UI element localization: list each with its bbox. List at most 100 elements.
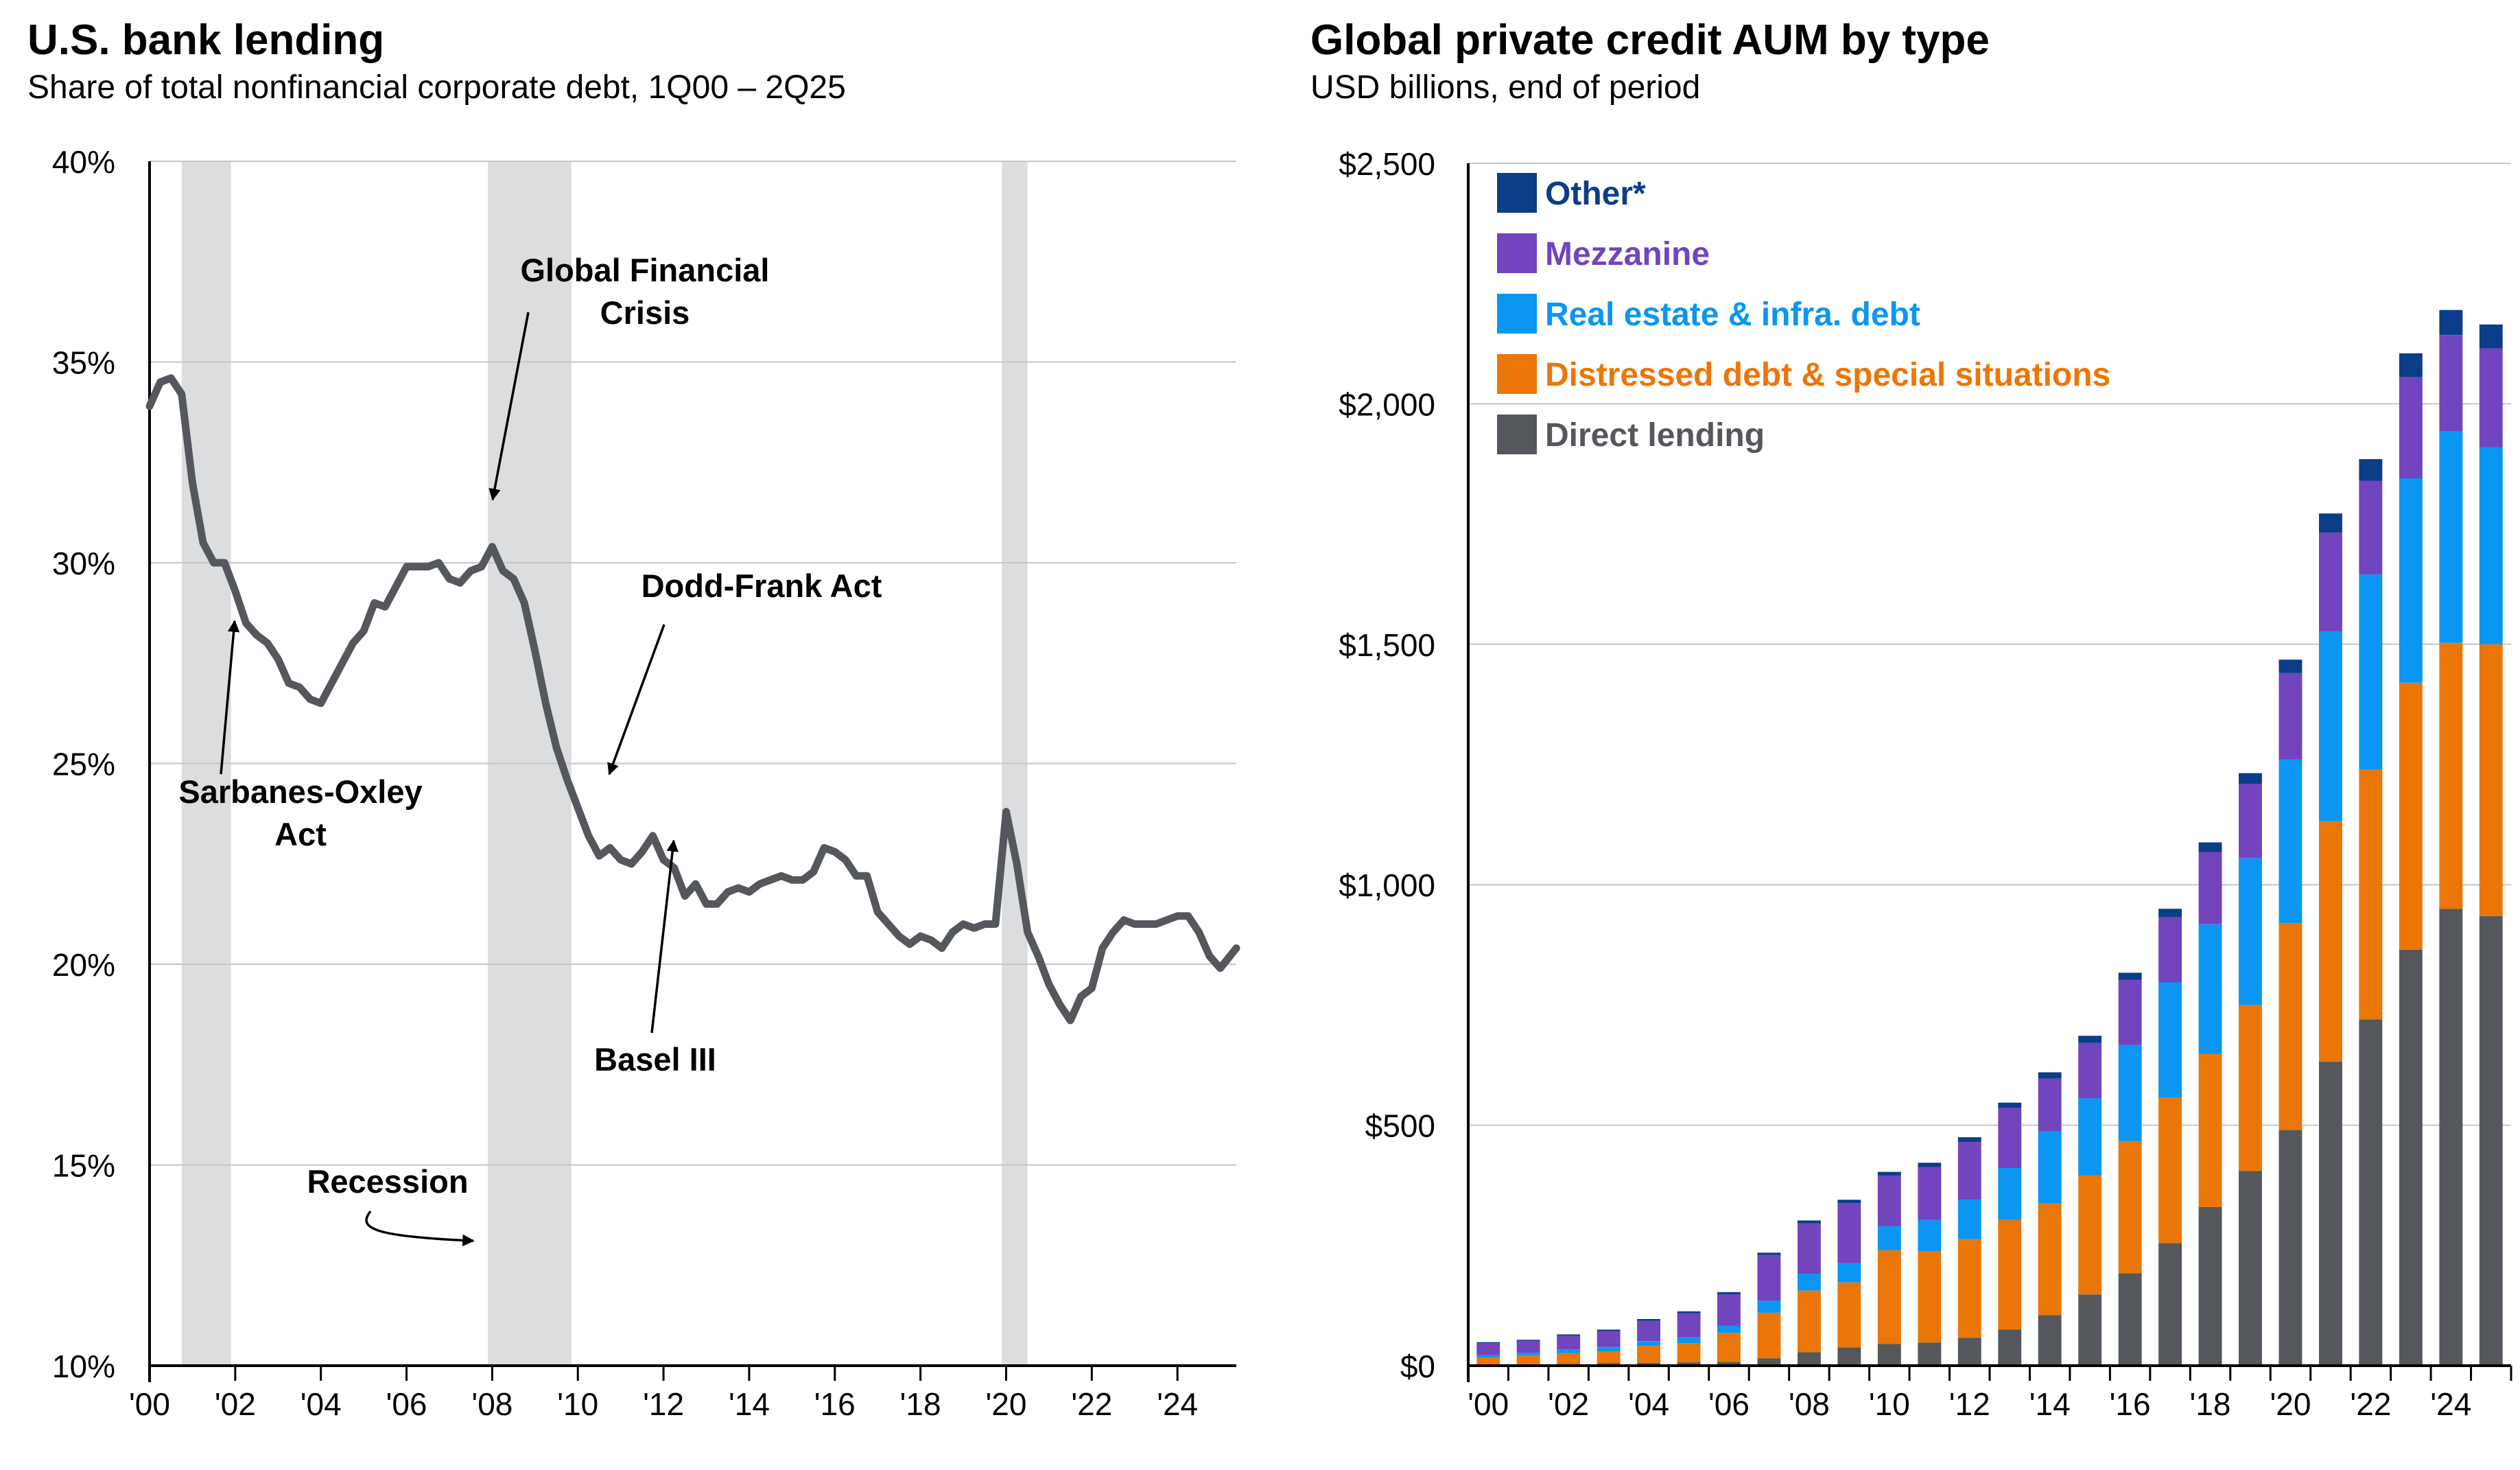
bar-segment-other	[1757, 1252, 1781, 1255]
bar-segment-mezzanine	[1957, 1142, 1981, 1200]
bar-segment-other	[2359, 459, 2383, 481]
bar-segment-distressed-debt-special-situations	[2439, 642, 2463, 909]
bar-segment-distressed-debt-special-situations	[1516, 1355, 1540, 1364]
bar-segment-mezzanine	[1597, 1331, 1621, 1347]
bar-segment-distressed-debt-special-situations	[2278, 923, 2303, 1130]
bar-segment-real-estate-infra-debt	[2319, 631, 2342, 821]
bar-segment-mezzanine	[1637, 1320, 1660, 1342]
bar-segment-mezzanine	[2198, 852, 2222, 924]
y-tick-label: 40%	[52, 144, 115, 180]
left-chart-title: U.S. bank lending	[27, 16, 385, 64]
bar-segment-direct-lending	[2319, 1062, 2342, 1366]
x-tick-label: '00	[1468, 1386, 1509, 1422]
bar-segment-mezzanine	[2359, 480, 2383, 575]
bar-segment-other	[2239, 773, 2262, 784]
bar-segment-real-estate-infra-debt	[1677, 1337, 1701, 1344]
bar-segment-mezzanine	[1877, 1176, 1901, 1226]
bar-segment-real-estate-infra-debt	[2078, 1098, 2102, 1176]
legend-swatch	[1497, 354, 1537, 394]
legend-label: Direct lending	[1545, 417, 1765, 454]
legend-swatch	[1497, 294, 1537, 334]
bar-segment-real-estate-infra-debt	[2278, 760, 2303, 924]
x-tick-label: '14	[2029, 1386, 2071, 1422]
bar-segment-mezzanine	[1476, 1343, 1500, 1355]
annotation-dodd-frank-act: Dodd-Frank Act	[641, 568, 882, 604]
bar-segment-other	[2439, 310, 2463, 336]
bar-segment-other	[2399, 353, 2423, 377]
x-tick-label: '20	[2270, 1386, 2311, 1422]
x-tick-label: '14	[729, 1386, 770, 1422]
bar-segment-real-estate-infra-debt	[2158, 982, 2182, 1098]
bar-segment-distressed-debt-special-situations	[1957, 1239, 1981, 1338]
bar-segment-distressed-debt-special-situations	[1998, 1220, 2022, 1330]
x-tick-label: '04	[301, 1386, 342, 1422]
bar-segment-real-estate-infra-debt	[1717, 1325, 1741, 1333]
bar-segment-real-estate-infra-debt	[1757, 1300, 1781, 1313]
legend-label: Real estate & infra. debt	[1545, 296, 1920, 333]
bar-segment-mezzanine	[1798, 1223, 1821, 1274]
bar-segment-mezzanine	[1757, 1255, 1781, 1301]
x-tick-label: '22	[1071, 1386, 1112, 1422]
bar-segment-distressed-debt-special-situations	[1476, 1357, 1500, 1365]
bar-segment-distressed-debt-special-situations	[2118, 1141, 2142, 1274]
annotation-sarbanes-oxley-act: Sarbanes-Oxley Act	[178, 773, 422, 852]
y-tick-label: 35%	[52, 345, 115, 381]
x-tick-label: '04	[1628, 1386, 1669, 1422]
annotation-line: Dodd-Frank Act	[641, 568, 882, 604]
x-tick-label: '22	[2350, 1386, 2391, 1422]
bar-segment-mezzanine	[2278, 673, 2303, 760]
bar-segment-mezzanine	[2078, 1042, 2102, 1099]
annotation-recession: Recession	[307, 1163, 468, 1200]
bar-segment-real-estate-infra-debt	[1516, 1353, 1540, 1356]
bar-segment-real-estate-infra-debt	[2439, 431, 2463, 643]
bar-segment-other	[2118, 972, 2142, 980]
x-tick-label: '02	[1548, 1386, 1589, 1422]
bar-segment-real-estate-infra-debt	[2479, 447, 2503, 644]
bar-segment-other	[1677, 1311, 1701, 1314]
arrow-basel-iii	[650, 839, 679, 1034]
annotation-line: Basel III	[594, 1041, 716, 1077]
annotation-global-financial-crisis: Global Financial Crisis	[520, 252, 769, 331]
bar-segment-distressed-debt-special-situations	[1597, 1351, 1621, 1364]
bar-segment-direct-lending	[2239, 1171, 2262, 1366]
bar-segment-real-estate-infra-debt	[2359, 574, 2383, 769]
bar-segment-mezzanine	[2158, 917, 2182, 983]
bar-segment-real-estate-infra-debt	[1918, 1220, 1942, 1252]
x-tick-label: '20	[985, 1386, 1026, 1422]
bar-segment-distressed-debt-special-situations	[2359, 769, 2383, 1020]
bar-segment-direct-lending	[1757, 1358, 1781, 1366]
bar-segment-mezzanine	[2479, 348, 2503, 447]
annotation-line: Sarbanes-Oxley	[178, 773, 422, 810]
arrow-dodd-frank-act	[607, 624, 666, 775]
bar-segment-direct-lending	[2118, 1273, 2142, 1366]
bar-segment-real-estate-infra-debt	[1476, 1355, 1500, 1358]
bar-segment-real-estate-infra-debt	[2399, 478, 2423, 683]
x-tick-label: '16	[814, 1386, 856, 1422]
bar-segment-other	[1476, 1342, 1500, 1344]
bar-segment-distressed-debt-special-situations	[2319, 821, 2342, 1062]
bar-segment-mezzanine	[2399, 377, 2423, 479]
arrow-recession	[365, 1210, 475, 1247]
y-tick-label: 25%	[52, 747, 115, 782]
bar-segment-mezzanine	[1837, 1203, 1861, 1263]
y-tick-label: 20%	[52, 947, 115, 983]
bar-segment-direct-lending	[1998, 1329, 2022, 1366]
bar-segment-mezzanine	[1557, 1335, 1581, 1350]
y-tick-label: 10%	[52, 1349, 115, 1384]
bar-segment-distressed-debt-special-situations	[2038, 1203, 2062, 1316]
bar-segment-direct-lending	[2158, 1243, 2182, 1366]
bar-segment-real-estate-infra-debt	[1998, 1168, 2022, 1220]
left-chart-subtitle: Share of total nonfinancial corporate de…	[27, 69, 846, 106]
y-tick-label: $1,500	[1339, 627, 1435, 663]
bar-segment-other	[2198, 842, 2222, 852]
x-tick-label: '02	[215, 1386, 256, 1422]
bar-segment-real-estate-infra-debt	[1597, 1346, 1621, 1351]
y-tick-label: $2,000	[1339, 386, 1435, 422]
arrow-sarbanes-oxley-act	[220, 620, 240, 775]
y-tick-label: 15%	[52, 1148, 115, 1184]
y-tick-label: $500	[1365, 1108, 1435, 1144]
bar-segment-distressed-debt-special-situations	[1557, 1353, 1581, 1364]
bar-segment-distressed-debt-special-situations	[2239, 1005, 2262, 1171]
